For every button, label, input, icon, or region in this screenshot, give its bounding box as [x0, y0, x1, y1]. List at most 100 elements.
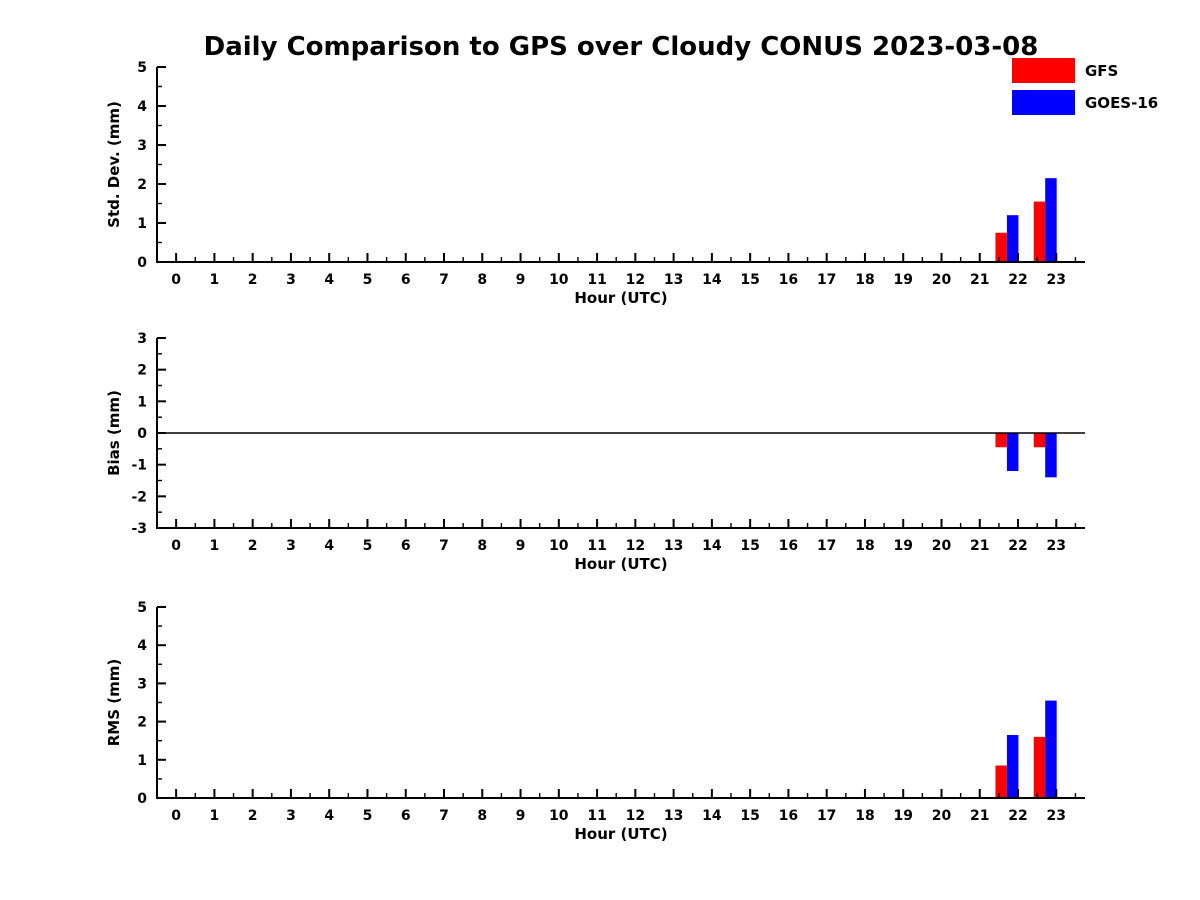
x-tick-label: 16 — [779, 538, 798, 554]
y-tick-label: 5 — [137, 600, 147, 616]
bias-mm-chart: 0 1 2 3 4 5 6 7 8 9 10 11 12 13 14 15 16 17 18 19 20 21 22 23-3… — [105, 331, 1085, 573]
x-tick-label: 8 — [477, 272, 487, 288]
x-tick-label: 6 — [401, 272, 411, 288]
x-tick-label: 18 — [855, 538, 874, 554]
x-tick-label: 2 — [248, 808, 258, 824]
x-tick-label: 12 — [626, 272, 645, 288]
x-tick-label: 1 — [210, 808, 220, 824]
x-tick-label: 0 — [171, 808, 181, 824]
bar-goes-16 — [1045, 433, 1057, 478]
bar-goes-16 — [1006, 734, 1019, 798]
y-axis-label: RMS (mm) — [105, 659, 123, 746]
legend-item-gfs: GFS — [1012, 58, 1158, 83]
x-tick-label: 11 — [587, 272, 606, 288]
legend-swatch-goes-16 — [1012, 90, 1075, 115]
y-tick-label: 5 — [137, 60, 147, 76]
x-tick-label: 10 — [549, 808, 569, 824]
x-tick-label: 1 — [210, 538, 220, 554]
x-axis-label: Hour (UTC) — [574, 289, 667, 307]
bar-goes-16 — [1045, 700, 1057, 798]
x-tick-label: 3 — [286, 808, 296, 824]
chart-title: Daily Comparison to GPS over Cloudy CONU… — [203, 32, 1039, 62]
y-tick-label: 2 — [137, 363, 147, 379]
std-dev-mm-chart: 0 1 2 3 4 5 6 7 8 9 10 11 12 13 14 15 16 17 18 19 20 21 22 2301… — [105, 60, 1085, 307]
y-tick-label: 0 — [137, 255, 147, 271]
x-tick-label: 14 — [702, 808, 722, 824]
x-tick-label: 4 — [324, 272, 334, 288]
x-tick-label: 17 — [817, 272, 836, 288]
y-tick-label: 2 — [137, 715, 147, 731]
y-tick-label: -3 — [131, 521, 147, 537]
x-tick-label: 11 — [587, 808, 606, 824]
x-tick-label: 4 — [324, 808, 334, 824]
x-tick-label: 0 — [171, 538, 181, 554]
x-tick-label: 9 — [516, 538, 526, 554]
y-tick-label: 1 — [137, 394, 147, 410]
y-tick-label: 0 — [137, 426, 147, 442]
x-axis-label: Hour (UTC) — [574, 555, 667, 573]
x-tick-label: 20 — [932, 538, 952, 554]
x-tick-label: 22 — [1008, 272, 1027, 288]
x-tick-label: 21 — [970, 538, 989, 554]
y-tick-label: 3 — [137, 331, 147, 347]
legend-label-gfs: GFS — [1085, 61, 1119, 80]
x-tick-label: 8 — [477, 538, 487, 554]
bars — [995, 178, 1057, 262]
x-tick-label: 21 — [970, 808, 989, 824]
x-tick-label: 16 — [779, 272, 798, 288]
x-tick-label: 23 — [1047, 808, 1066, 824]
x-tick-label: 9 — [516, 808, 526, 824]
x-tick-label: 13 — [664, 272, 683, 288]
x-tick-label: 7 — [439, 808, 449, 824]
x-tick-label: 16 — [779, 808, 798, 824]
x-tick-label: 20 — [932, 272, 952, 288]
x-tick-label: 4 — [324, 538, 334, 554]
x-tick-label: 6 — [401, 808, 411, 824]
x-tick-label: 19 — [893, 808, 912, 824]
x-tick-label: 22 — [1008, 538, 1027, 554]
x-tick-label: 0 — [171, 272, 181, 288]
x-tick-label: 8 — [477, 808, 487, 824]
x-tick-label: 15 — [740, 272, 759, 288]
x-tick-label: 15 — [740, 808, 759, 824]
x-tick-label: 13 — [664, 808, 683, 824]
y-tick-label: 0 — [137, 791, 147, 807]
x-tick-label: 17 — [817, 538, 836, 554]
y-tick-label: 1 — [137, 753, 147, 769]
bar-goes-16 — [1045, 178, 1057, 262]
legend-label-goes-16: GOES-16 — [1085, 93, 1159, 112]
x-tick-label: 7 — [439, 272, 449, 288]
legend-item-goes-16: GOES-16 — [1012, 90, 1158, 115]
x-tick-label: 9 — [516, 272, 526, 288]
bars — [995, 700, 1057, 798]
y-tick-label: 3 — [137, 138, 147, 154]
x-tick-label: 12 — [626, 808, 645, 824]
x-tick-label: 23 — [1047, 538, 1066, 554]
y-tick-label: 1 — [137, 216, 147, 232]
y-tick-label: 4 — [137, 99, 147, 115]
x-tick-label: 5 — [363, 538, 373, 554]
x-tick-label: 14 — [702, 538, 722, 554]
bar-gfs — [995, 433, 1007, 448]
x-tick-label: 18 — [855, 808, 874, 824]
y-axis-label: Bias (mm) — [105, 390, 123, 476]
y-tick-label: 2 — [137, 177, 147, 193]
x-tick-label: 13 — [664, 538, 683, 554]
x-tick-label: 10 — [549, 538, 569, 554]
bars — [995, 433, 1057, 478]
y-tick-label: 3 — [137, 676, 147, 692]
legend-swatch-gfs — [1012, 58, 1075, 83]
x-tick-label: 21 — [970, 272, 989, 288]
bar-gfs — [1033, 433, 1046, 448]
x-tick-label: 1 — [210, 272, 220, 288]
legend: GFS GOES-16 — [1012, 58, 1158, 115]
x-tick-label: 15 — [740, 538, 759, 554]
y-axis-label: Std. Dev. (mm) — [105, 101, 123, 228]
x-tick-label: 23 — [1047, 272, 1066, 288]
x-tick-label: 22 — [1008, 808, 1027, 824]
x-tick-label: 10 — [549, 272, 569, 288]
bar-goes-16 — [1006, 433, 1019, 471]
x-tick-label: 12 — [626, 538, 645, 554]
rms-mm-chart: 0 1 2 3 4 5 6 7 8 9 10 11 12 13 14 15 16 17 18 19 20 21 22 2301… — [105, 600, 1085, 843]
